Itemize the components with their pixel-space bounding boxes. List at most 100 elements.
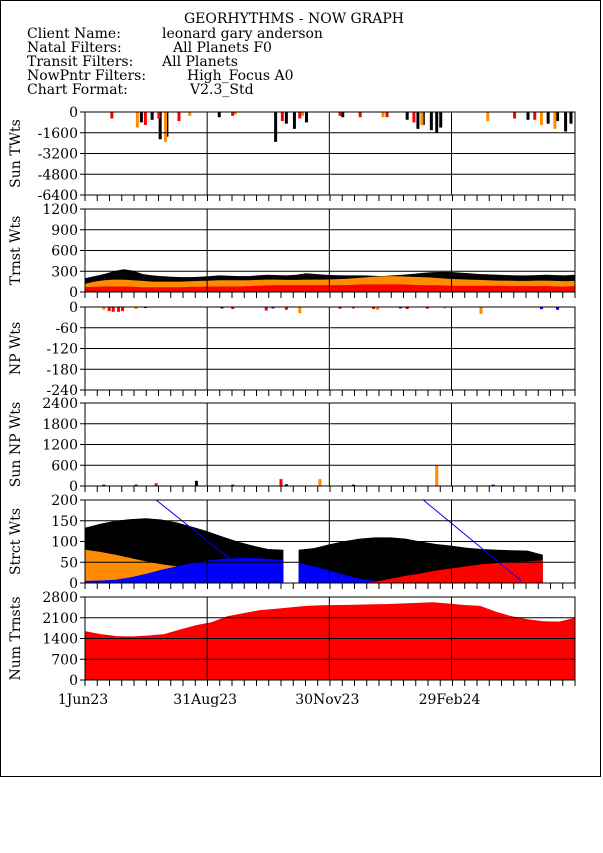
- bar-mark: [135, 112, 139, 128]
- nowpntr-filters-value: High_Focus A0: [187, 68, 294, 84]
- bar-mark: [381, 112, 385, 118]
- bar-mark: [279, 479, 283, 486]
- transit-filters-label: Transit Filters:: [27, 54, 134, 70]
- y-tick-label: 100: [51, 535, 78, 551]
- y-tick-label: 0: [69, 285, 78, 301]
- natal-filters-label: Natal Filters:: [27, 40, 122, 56]
- bar-mark: [231, 307, 235, 310]
- area-series-orange: [85, 549, 284, 583]
- bar-mark: [429, 112, 433, 131]
- bar-mark: [143, 112, 147, 125]
- y-tick-label: -4800: [38, 167, 78, 183]
- bar-mark: [231, 112, 235, 116]
- y-axis-label: Sun TWts: [8, 119, 24, 188]
- bar-mark: [435, 465, 439, 486]
- panel-border: [84, 208, 576, 293]
- bar-mark: [298, 112, 302, 119]
- bar-mark: [157, 112, 161, 119]
- x-tick-label: 1Jun23: [58, 692, 108, 708]
- bar-mark: [443, 307, 447, 309]
- y-tick-label: -6400: [38, 188, 78, 204]
- bar-mark: [539, 307, 543, 310]
- bar-mark: [220, 307, 224, 309]
- y-tick-label: -180: [47, 362, 78, 378]
- y-tick-label: 2800: [42, 590, 78, 606]
- bar-mark: [435, 112, 439, 133]
- bar-mark: [110, 112, 114, 119]
- area-series-blue: [85, 558, 284, 583]
- y-tick-label: -60: [55, 321, 78, 337]
- area-series-red: [85, 602, 575, 680]
- bar-mark: [351, 307, 355, 309]
- y-tick-label: 1200: [42, 202, 78, 218]
- y-tick-label: -3200: [38, 147, 78, 163]
- x-tick-label: 29Feb24: [419, 692, 481, 708]
- panel-border: [84, 402, 576, 487]
- bar-mark: [154, 483, 158, 486]
- bar-mark: [526, 112, 530, 120]
- bar-mark: [405, 307, 409, 309]
- bar-mark: [479, 307, 483, 314]
- bar-mark: [264, 307, 268, 311]
- y-tick-label: 700: [51, 652, 78, 668]
- bar-mark: [556, 112, 560, 122]
- y-tick-label: 200: [51, 493, 78, 509]
- bar-mark: [271, 307, 275, 309]
- client-name-label: Client Name:: [27, 26, 121, 42]
- bar-mark: [284, 484, 288, 486]
- bar-mark: [284, 307, 288, 310]
- x-tick-label: 31Aug23: [173, 692, 237, 708]
- bar-mark: [188, 112, 192, 116]
- y-tick-label: 1400: [42, 632, 78, 648]
- bar-mark: [338, 307, 342, 309]
- bar-mark: [134, 307, 138, 310]
- bar-mark: [341, 112, 345, 118]
- area-series-red: [298, 560, 543, 583]
- panel-border: [84, 111, 576, 196]
- y-tick-label: 0: [69, 576, 78, 592]
- y-tick-label: 50: [60, 555, 78, 571]
- nowpntr-filters-label: NowPntr Filters:: [27, 68, 147, 84]
- bar-mark: [420, 112, 424, 125]
- bar-mark: [102, 484, 106, 486]
- bar-mark: [338, 112, 342, 116]
- bar-mark: [405, 112, 409, 120]
- trend-line: [422, 499, 522, 582]
- y-axis-label: Strct Wts: [8, 508, 24, 575]
- bar-mark: [280, 112, 284, 122]
- bar-mark: [121, 307, 125, 312]
- bar-mark: [569, 112, 573, 124]
- bar-mark: [351, 484, 355, 486]
- bar-mark: [111, 307, 115, 312]
- bar-mark: [102, 307, 106, 310]
- bar-mark: [274, 112, 278, 142]
- y-tick-label: -120: [47, 342, 78, 358]
- y-tick-label: 150: [51, 514, 78, 530]
- bar-mark: [539, 112, 543, 125]
- bar-mark: [158, 112, 162, 140]
- y-axis-label: NP Wts: [8, 322, 24, 375]
- y-tick-label: 0: [69, 300, 78, 316]
- bar-mark: [143, 307, 147, 309]
- bar-mark: [134, 484, 138, 486]
- y-tick-label: 1800: [42, 417, 78, 433]
- bar-mark: [150, 112, 154, 120]
- bar-mark: [486, 112, 490, 122]
- bar-mark: [177, 112, 181, 122]
- bar-mark: [292, 112, 296, 129]
- bar-mark: [298, 307, 302, 314]
- y-tick-label: -1600: [38, 126, 78, 142]
- bar-mark: [564, 112, 568, 132]
- bar-mark: [358, 112, 362, 118]
- x-tick-label: 30Nov23: [295, 692, 359, 708]
- bar-mark: [231, 484, 235, 486]
- panel-border: [84, 596, 576, 681]
- bar-mark: [398, 307, 402, 309]
- chart-format-label: Chart Format:: [27, 82, 128, 98]
- panel-border: [84, 306, 576, 391]
- bar-mark: [318, 479, 322, 486]
- bar-mark: [164, 112, 168, 142]
- bar-mark: [556, 307, 560, 310]
- bar-mark: [385, 112, 389, 118]
